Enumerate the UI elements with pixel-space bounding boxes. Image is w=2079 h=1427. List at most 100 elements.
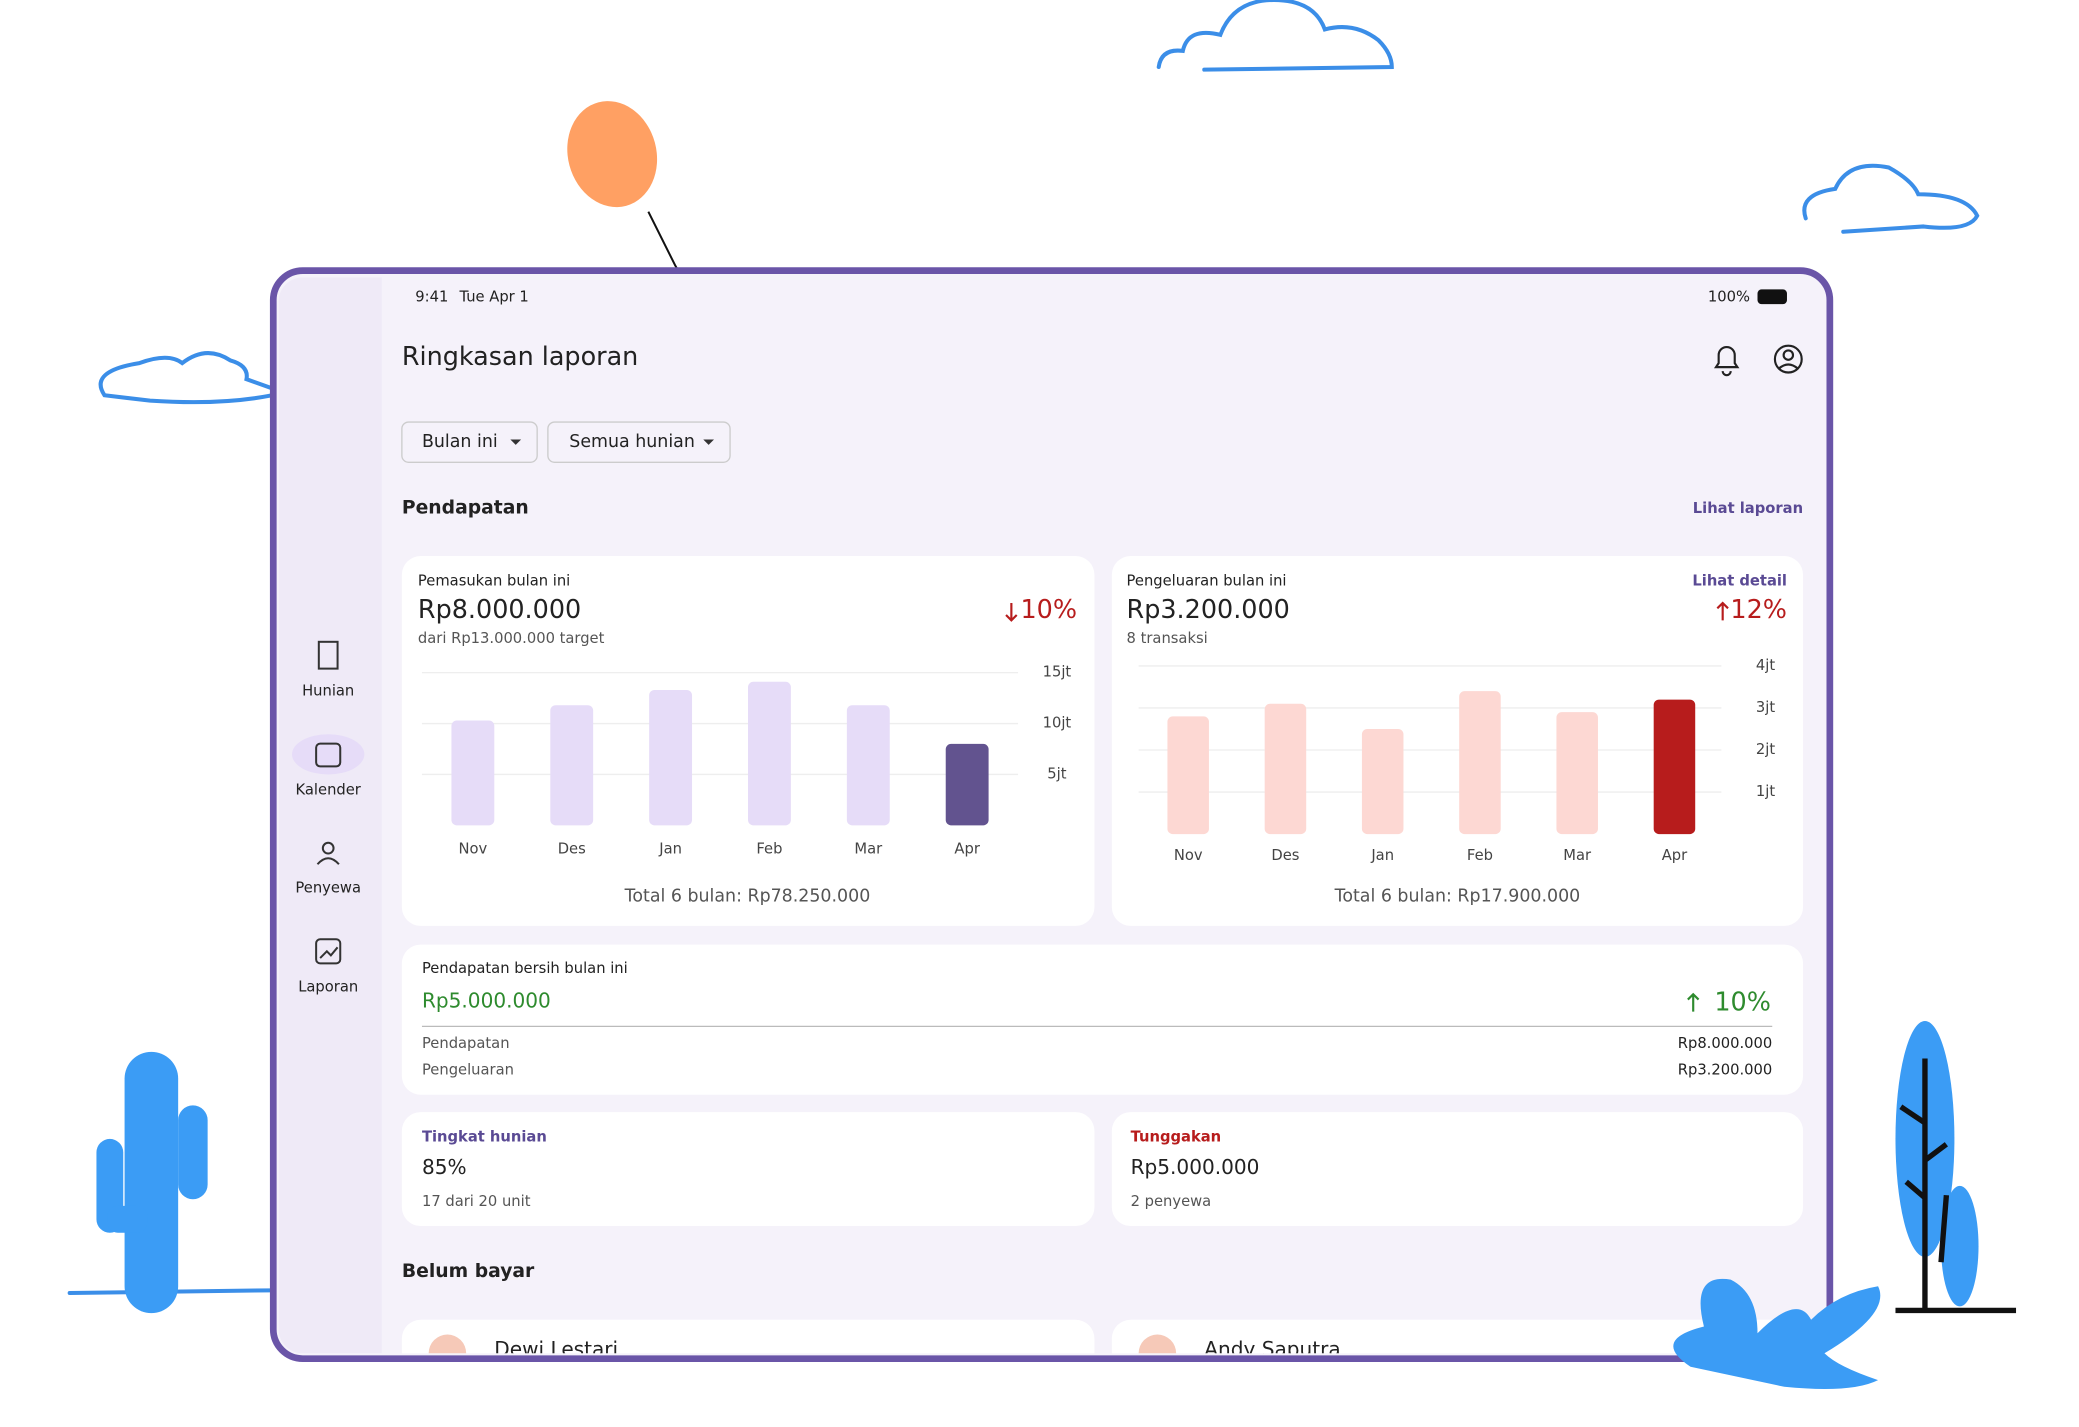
section-title: Pendapatan	[402, 497, 529, 518]
x-tick-label: Nov	[1174, 847, 1203, 864]
x-tick-label: Feb	[756, 840, 782, 857]
value: 85%	[422, 1155, 467, 1179]
card-title: Tunggakan	[1131, 1129, 1222, 1146]
subtitle: 8 transaksi	[1127, 630, 1208, 647]
bar	[748, 681, 791, 826]
bar	[451, 720, 495, 826]
bar	[649, 689, 693, 826]
change: 12%	[1730, 595, 1787, 625]
x-tick-label: Mar	[854, 840, 883, 857]
filter-label[interactable]: Bulan ini	[422, 432, 498, 452]
row-label: Pengeluaran	[422, 1062, 514, 1079]
y-tick-label: 10jt	[1043, 715, 1072, 732]
bar	[1653, 699, 1696, 835]
subtitle: dari Rp13.000.000 target	[418, 630, 605, 647]
battery-text: 100%	[1708, 288, 1750, 305]
y-tick-label: 3jt	[1756, 699, 1775, 716]
tenant-card[interactable]	[1111, 1319, 1804, 1400]
date: Tue Apr 1	[458, 288, 528, 305]
x-tick-label: Apr	[954, 840, 980, 857]
link[interactable]: Lihat laporan	[1693, 500, 1803, 517]
card-title: Tingkat hunian	[422, 1129, 547, 1146]
bar	[846, 705, 890, 826]
nav-label[interactable]: Kalender	[296, 782, 362, 799]
filter-button[interactable]	[401, 421, 538, 463]
sidebar-nav	[292, 640, 365, 965]
bar	[1459, 691, 1501, 835]
icon	[321, 841, 335, 855]
x-tick-label: Apr	[1662, 847, 1688, 864]
row-value: Rp3.200.000	[1678, 1062, 1772, 1079]
change: 10%	[1714, 988, 1771, 1018]
charts: 5jt 10jt 15jt Nov Des Jan Feb Mar Apr 1jt 2jt 3jt 4j…	[421, 657, 1775, 864]
x-tick-label: Mar	[1563, 847, 1592, 864]
footer: Total 6 bulan: Rp78.250.000	[624, 886, 871, 906]
footer: Total 6 bulan: Rp17.900.000	[1334, 886, 1581, 906]
row-value: Rp8.000.000	[1678, 1035, 1772, 1052]
page-title: Ringkasan laporan	[402, 342, 638, 372]
tenant-card[interactable]	[401, 1319, 1095, 1400]
nav-highlight	[292, 734, 365, 775]
tenant-name: Andy Saputra	[1204, 1337, 1340, 1361]
nav-label[interactable]: Laporan	[298, 979, 358, 996]
cactus	[96, 1051, 208, 1314]
dropdown-arrow	[510, 439, 522, 445]
y-tick-label: 2jt	[1756, 741, 1775, 758]
bar	[550, 705, 594, 826]
y-tick-label: 15jt	[1043, 664, 1072, 681]
link[interactable]: Lihat detail	[1692, 573, 1787, 590]
bar	[1361, 728, 1404, 835]
sidebar	[278, 277, 382, 1354]
tenant-name: Dewi Lestari	[494, 1337, 618, 1361]
amount: Rp3.200.000	[1127, 595, 1290, 625]
nav-label[interactable]: Penyewa	[295, 879, 361, 896]
down-arrow	[1005, 602, 1018, 622]
dropdown-arrow	[703, 439, 714, 445]
card	[1111, 1112, 1804, 1227]
x-tick-label: Jan	[1370, 847, 1394, 864]
time: 9:41	[415, 288, 448, 305]
card	[401, 944, 1804, 1095]
icon	[317, 640, 339, 670]
change: 10%	[1020, 595, 1077, 625]
value: Rp5.000.000	[1131, 1155, 1260, 1179]
bar	[945, 743, 989, 826]
amount: Rp5.000.000	[422, 989, 551, 1013]
card	[401, 1112, 1095, 1227]
section-title: Belum bayar	[402, 1261, 535, 1282]
up-arrow	[1716, 601, 1729, 621]
x-tick-label: Nov	[459, 840, 488, 857]
x-tick-label: Feb	[1467, 847, 1493, 864]
decor	[67, 0, 1980, 1296]
y-tick-label: 1jt	[1756, 783, 1775, 800]
card-title: Pemasukan bulan ini	[418, 573, 570, 590]
y-tick-label: 4jt	[1756, 657, 1775, 674]
note: 2 penyewa	[1131, 1193, 1212, 1210]
bar	[1556, 712, 1598, 835]
header-icons	[1713, 344, 1803, 377]
nav-label[interactable]: Hunian	[302, 682, 354, 699]
battery	[1757, 289, 1787, 305]
filter-label[interactable]: Semua hunian	[569, 432, 695, 452]
x-tick-label: Jan	[658, 840, 682, 857]
avatar	[428, 1334, 467, 1354]
icon	[315, 938, 342, 965]
up-arrow	[1687, 992, 1700, 1012]
card-title: Pendapatan bersih bulan ini	[422, 960, 628, 977]
bar	[1264, 703, 1307, 835]
avatar	[1138, 1334, 1177, 1354]
x-tick-label: Des	[1271, 847, 1299, 864]
card-title: Pengeluaran bulan ini	[1127, 573, 1287, 590]
amount: Rp8.000.000	[418, 595, 581, 625]
icon	[315, 742, 342, 768]
row-label: Pendapatan	[422, 1035, 510, 1052]
y-tick-label: 5jt	[1047, 765, 1066, 782]
app: 9:41 Tue Apr 1 100% Ringkasan laporan Bu…	[278, 277, 1804, 1400]
filter-button[interactable]	[547, 421, 731, 463]
x-tick-label: Des	[558, 840, 586, 857]
bar	[1167, 716, 1209, 835]
plants	[1673, 1021, 2017, 1390]
note: 17 dari 20 unit	[422, 1193, 531, 1210]
